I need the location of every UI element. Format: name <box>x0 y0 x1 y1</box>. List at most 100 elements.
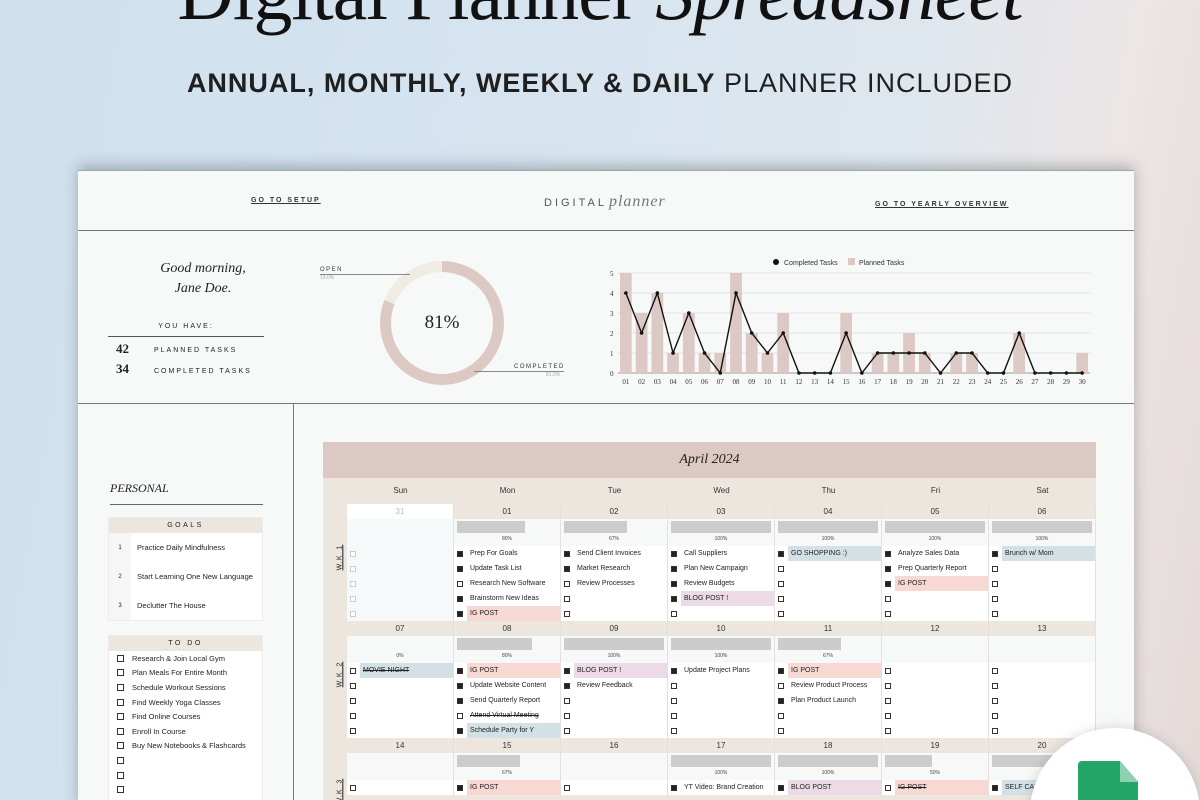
task-label[interactable]: Brunch w/ Mom <box>1002 546 1095 561</box>
task-checkbox[interactable] <box>350 580 356 587</box>
task-label[interactable]: IG POST <box>895 576 988 591</box>
task-label[interactable] <box>681 678 774 693</box>
task-checkbox[interactable] <box>457 610 463 617</box>
task-label[interactable] <box>681 606 774 621</box>
task-checkbox[interactable] <box>778 580 784 587</box>
task-checkbox[interactable] <box>564 550 570 557</box>
task-label[interactable]: YT Video: Brand Creation <box>684 784 764 791</box>
task-checkbox[interactable] <box>671 712 677 719</box>
todo-text[interactable]: Enroll In Course <box>132 726 186 736</box>
task-checkbox[interactable] <box>564 727 570 734</box>
task-checkbox[interactable] <box>778 565 784 572</box>
task-label[interactable]: BLOG POST ! <box>681 591 774 606</box>
task-label[interactable] <box>360 606 453 621</box>
task-checkbox[interactable] <box>992 595 998 602</box>
week-label[interactable]: W.K_2 <box>336 661 344 688</box>
task-label[interactable]: Brainstorm New Ideas <box>470 595 539 602</box>
task-label[interactable]: Attend Virtual Meeting <box>470 712 539 719</box>
task-checkbox[interactable] <box>778 697 784 704</box>
week-label[interactable]: W.K_3 <box>336 778 344 800</box>
task-checkbox[interactable] <box>885 697 891 704</box>
task-label[interactable]: Update Website Content <box>470 682 547 689</box>
task-checkbox[interactable] <box>778 712 784 719</box>
task-checkbox[interactable] <box>350 595 356 602</box>
task-label[interactable]: Send Quarterly Report <box>470 697 541 704</box>
task-checkbox[interactable] <box>350 682 356 689</box>
goal-text[interactable]: Start Learning One New Language <box>137 572 253 581</box>
task-checkbox[interactable] <box>671 550 677 557</box>
task-checkbox[interactable] <box>885 784 891 791</box>
task-checkbox[interactable] <box>885 727 891 734</box>
todo-checkbox[interactable] <box>117 771 124 779</box>
task-label[interactable]: IG POST <box>467 780 560 795</box>
task-checkbox[interactable] <box>778 682 784 689</box>
task-label[interactable] <box>1002 663 1095 678</box>
task-label[interactable] <box>574 606 667 621</box>
task-label[interactable]: Research New Software <box>470 580 546 587</box>
task-checkbox[interactable] <box>671 682 677 689</box>
task-checkbox[interactable] <box>992 610 998 617</box>
task-checkbox[interactable] <box>457 550 463 557</box>
task-label[interactable] <box>681 693 774 708</box>
task-checkbox[interactable] <box>885 550 891 557</box>
task-checkbox[interactable] <box>671 784 677 791</box>
task-checkbox[interactable] <box>671 667 677 674</box>
task-label[interactable] <box>1002 576 1095 591</box>
task-label[interactable] <box>360 591 453 606</box>
go-to-yearly-overview-link[interactable]: GO TO YEARLY OVERVIEW <box>875 201 1009 208</box>
task-checkbox[interactable] <box>992 550 998 557</box>
task-label[interactable] <box>788 606 881 621</box>
task-checkbox[interactable] <box>350 727 356 734</box>
task-label[interactable]: MOVIE NIGHT <box>360 663 453 678</box>
task-checkbox[interactable] <box>350 697 356 704</box>
task-label[interactable]: Review Budgets <box>684 580 735 587</box>
todo-text[interactable]: Plan Meals For Entire Month <box>132 668 228 678</box>
task-checkbox[interactable] <box>992 580 998 587</box>
task-label[interactable]: Prep Quarterly Report <box>898 565 967 572</box>
task-label[interactable] <box>574 591 667 606</box>
task-checkbox[interactable] <box>671 697 677 704</box>
task-label[interactable]: Call Suppliers <box>684 550 728 557</box>
task-checkbox[interactable] <box>350 784 356 791</box>
task-label[interactable]: IG POST <box>788 663 881 678</box>
task-label[interactable] <box>1002 591 1095 606</box>
task-checkbox[interactable] <box>457 580 463 587</box>
todo-text[interactable]: Buy New Notebooks & Flashcards <box>132 741 246 751</box>
task-label[interactable] <box>360 678 453 693</box>
task-label[interactable]: Review Processes <box>577 580 635 587</box>
todo-checkbox[interactable] <box>117 756 124 764</box>
task-checkbox[interactable] <box>457 682 463 689</box>
task-checkbox[interactable] <box>350 610 356 617</box>
task-checkbox[interactable] <box>564 784 570 791</box>
task-checkbox[interactable] <box>457 595 463 602</box>
task-label[interactable] <box>574 693 667 708</box>
task-label[interactable] <box>788 576 881 591</box>
todo-checkbox[interactable] <box>117 713 124 721</box>
task-checkbox[interactable] <box>350 667 356 674</box>
task-label[interactable]: Send Client Invoices <box>577 550 641 557</box>
task-label[interactable] <box>788 723 881 738</box>
task-checkbox[interactable] <box>885 610 891 617</box>
todo-checkbox[interactable] <box>117 669 124 677</box>
task-checkbox[interactable] <box>885 667 891 674</box>
todo-text[interactable]: Research & Join Local Gym <box>132 653 225 663</box>
task-checkbox[interactable] <box>992 727 998 734</box>
task-label[interactable] <box>360 561 453 576</box>
task-label[interactable] <box>360 723 453 738</box>
task-label[interactable] <box>895 678 988 693</box>
task-checkbox[interactable] <box>564 712 570 719</box>
todo-checkbox[interactable] <box>117 786 124 794</box>
task-label[interactable] <box>1002 708 1095 723</box>
task-checkbox[interactable] <box>992 667 998 674</box>
task-checkbox[interactable] <box>350 550 356 557</box>
task-label[interactable] <box>788 708 881 723</box>
task-checkbox[interactable] <box>671 610 677 617</box>
task-checkbox[interactable] <box>564 697 570 704</box>
todo-text[interactable]: Schedule Workout Sessions <box>132 682 226 692</box>
todo-checkbox[interactable] <box>117 727 124 735</box>
task-label[interactable]: Update Task List <box>470 565 522 572</box>
task-checkbox[interactable] <box>992 784 998 791</box>
todo-text[interactable]: Find Weekly Yoga Classes <box>132 697 221 707</box>
task-label[interactable] <box>895 693 988 708</box>
todo-checkbox[interactable] <box>117 654 124 662</box>
